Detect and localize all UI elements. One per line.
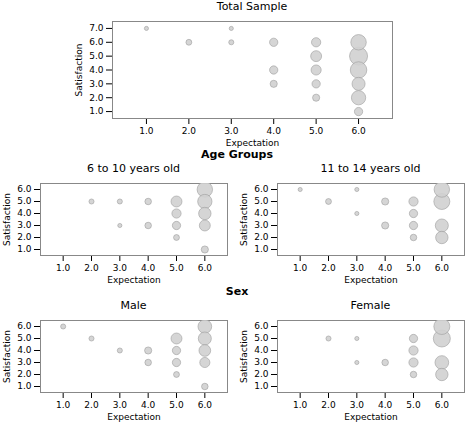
svg-text:5.0: 5.0 bbox=[406, 400, 421, 410]
svg-text:4.0: 4.0 bbox=[378, 400, 393, 410]
svg-text:6.0: 6.0 bbox=[198, 400, 213, 410]
svg-text:1.0: 1.0 bbox=[254, 244, 269, 254]
svg-text:1.0: 1.0 bbox=[139, 126, 154, 136]
html-text:Sex: Sex bbox=[225, 285, 249, 298]
svg-text:6.0: 6.0 bbox=[435, 400, 450, 410]
svg-text:5.0: 5.0 bbox=[169, 400, 184, 410]
svg-text:1.0: 1.0 bbox=[293, 263, 308, 273]
svg-text:1.0: 1.0 bbox=[56, 400, 71, 410]
svg-text:5.0: 5.0 bbox=[17, 333, 32, 343]
svg-text:2.0: 2.0 bbox=[84, 400, 99, 410]
svg-text:5.0: 5.0 bbox=[309, 126, 324, 136]
svg-text:5.0: 5.0 bbox=[406, 263, 421, 273]
svg-text:Satisfaction: Satisfaction bbox=[2, 193, 12, 246]
svg-text:1.0: 1.0 bbox=[56, 263, 71, 273]
svg-text:6.0: 6.0 bbox=[254, 184, 269, 194]
svg-text:3.0: 3.0 bbox=[17, 357, 32, 367]
svg-text:1.0: 1.0 bbox=[17, 244, 32, 254]
svg-text:3.0: 3.0 bbox=[224, 126, 239, 136]
svg-text:2.0: 2.0 bbox=[321, 263, 336, 273]
svg-text:3.0: 3.0 bbox=[89, 79, 104, 89]
svg-text:6.0: 6.0 bbox=[351, 126, 366, 136]
svg-text:5.0: 5.0 bbox=[254, 333, 269, 343]
svg-text:2.0: 2.0 bbox=[17, 232, 32, 242]
svg-text:2.0: 2.0 bbox=[17, 369, 32, 379]
svg-text:4.0: 4.0 bbox=[267, 126, 282, 136]
svg-text:3.0: 3.0 bbox=[254, 357, 269, 367]
svg-text:3.0: 3.0 bbox=[350, 263, 365, 273]
svg-text:6.0: 6.0 bbox=[198, 263, 213, 273]
html-text:Age Groups: Age Groups bbox=[201, 148, 273, 161]
svg-text:4.0: 4.0 bbox=[17, 345, 32, 355]
html-text:Female: Female bbox=[350, 299, 391, 312]
svg-text:7.0: 7.0 bbox=[89, 23, 104, 33]
svg-text:Satisfaction: Satisfaction bbox=[74, 44, 84, 97]
svg-text:Expectation: Expectation bbox=[107, 275, 161, 285]
svg-text:3.0: 3.0 bbox=[113, 263, 128, 273]
svg-text:4.0: 4.0 bbox=[89, 65, 104, 75]
svg-text:4.0: 4.0 bbox=[254, 345, 269, 355]
svg-text:6.0: 6.0 bbox=[435, 263, 450, 273]
svg-text:1.0: 1.0 bbox=[89, 106, 104, 116]
svg-text:3.0: 3.0 bbox=[17, 220, 32, 230]
svg-text:Expectation: Expectation bbox=[344, 275, 398, 285]
svg-text:2.0: 2.0 bbox=[84, 263, 99, 273]
html-text:11 to 14 years old: 11 to 14 years old bbox=[320, 162, 421, 175]
svg-text:4.0: 4.0 bbox=[254, 208, 269, 218]
svg-text:Expectation: Expectation bbox=[344, 412, 398, 422]
html-text:6 to 10 years old: 6 to 10 years old bbox=[87, 162, 180, 175]
svg-text:5.0: 5.0 bbox=[254, 196, 269, 206]
svg-text:3.0: 3.0 bbox=[113, 400, 128, 410]
svg-text:6.0: 6.0 bbox=[17, 184, 32, 194]
svg-text:Satisfaction: Satisfaction bbox=[239, 330, 249, 383]
svg-text:6.0: 6.0 bbox=[254, 321, 269, 331]
svg-text:5.0: 5.0 bbox=[169, 263, 184, 273]
svg-text:Satisfaction: Satisfaction bbox=[2, 330, 12, 383]
svg-text:4.0: 4.0 bbox=[17, 208, 32, 218]
svg-text:2.0: 2.0 bbox=[182, 126, 197, 136]
svg-text:4.0: 4.0 bbox=[378, 263, 393, 273]
svg-text:2.0: 2.0 bbox=[89, 93, 104, 103]
svg-text:1.0: 1.0 bbox=[293, 400, 308, 410]
svg-text:3.0: 3.0 bbox=[254, 220, 269, 230]
svg-text:Expectation: Expectation bbox=[226, 138, 280, 148]
svg-text:Expectation: Expectation bbox=[107, 412, 161, 422]
svg-text:1.0: 1.0 bbox=[17, 381, 32, 391]
svg-text:5.0: 5.0 bbox=[89, 51, 104, 61]
svg-text:2.0: 2.0 bbox=[254, 232, 269, 242]
svg-text:4.0: 4.0 bbox=[141, 263, 156, 273]
svg-text:2.0: 2.0 bbox=[254, 369, 269, 379]
svg-text:3.0: 3.0 bbox=[350, 400, 365, 410]
svg-text:5.0: 5.0 bbox=[17, 196, 32, 206]
html-text:Male: Male bbox=[120, 299, 147, 312]
svg-text:1.0: 1.0 bbox=[254, 381, 269, 391]
svg-text:6.0: 6.0 bbox=[17, 321, 32, 331]
svg-text:6.0: 6.0 bbox=[89, 37, 104, 47]
svg-text:4.0: 4.0 bbox=[141, 400, 156, 410]
html-text:Total Sample: Total Sample bbox=[216, 0, 288, 13]
svg-text:Satisfaction: Satisfaction bbox=[239, 193, 249, 246]
svg-text:2.0: 2.0 bbox=[321, 400, 336, 410]
